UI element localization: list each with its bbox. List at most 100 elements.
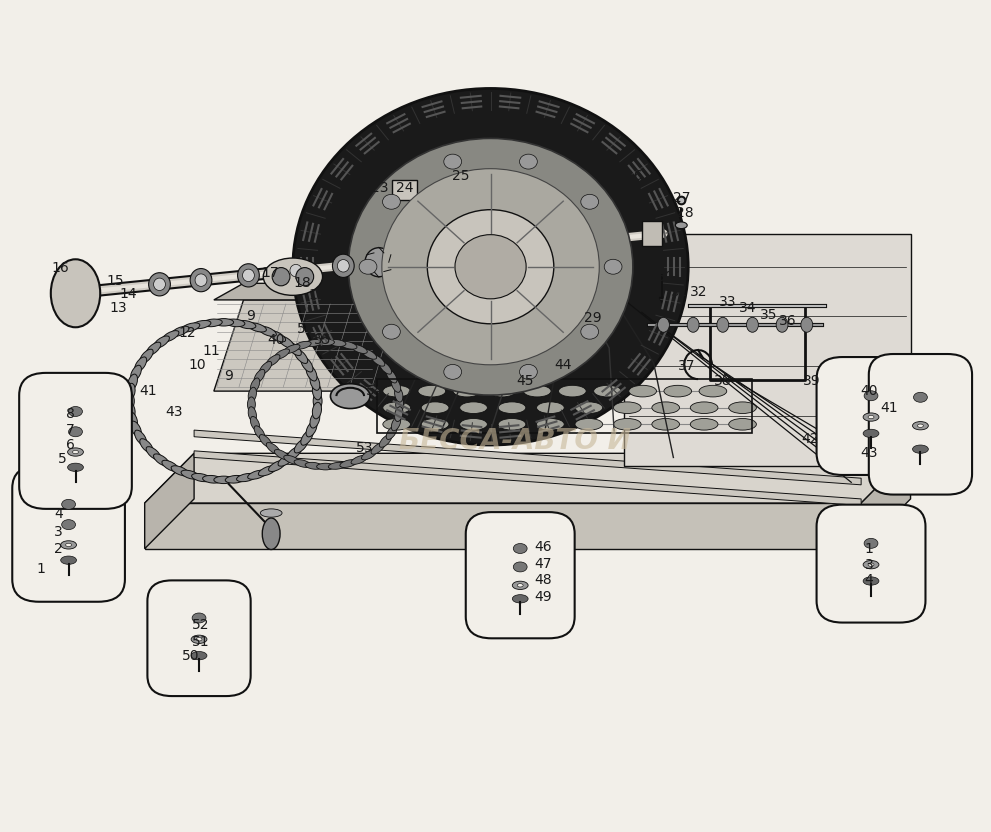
Ellipse shape — [225, 475, 245, 483]
Text: 38: 38 — [714, 374, 731, 389]
Ellipse shape — [67, 448, 83, 456]
Ellipse shape — [68, 427, 82, 437]
Ellipse shape — [181, 323, 200, 332]
Ellipse shape — [380, 361, 391, 374]
Ellipse shape — [523, 385, 551, 397]
Ellipse shape — [394, 407, 403, 422]
Ellipse shape — [202, 319, 222, 327]
Ellipse shape — [371, 354, 385, 366]
Ellipse shape — [263, 518, 280, 549]
Ellipse shape — [460, 402, 488, 414]
Ellipse shape — [383, 385, 410, 397]
Ellipse shape — [383, 402, 410, 414]
Ellipse shape — [581, 324, 599, 339]
Text: 4: 4 — [55, 507, 63, 521]
Ellipse shape — [575, 402, 603, 414]
Ellipse shape — [386, 426, 397, 439]
Ellipse shape — [312, 403, 321, 418]
Ellipse shape — [301, 357, 313, 372]
Text: 45: 45 — [516, 374, 534, 389]
Ellipse shape — [248, 387, 257, 402]
Ellipse shape — [776, 317, 788, 332]
Text: 44: 44 — [554, 358, 572, 372]
Ellipse shape — [386, 369, 397, 383]
Text: 33: 33 — [719, 295, 736, 309]
Ellipse shape — [455, 235, 526, 299]
Text: 11: 11 — [202, 344, 220, 359]
Ellipse shape — [328, 339, 346, 346]
Ellipse shape — [658, 317, 670, 332]
Ellipse shape — [267, 354, 280, 366]
Ellipse shape — [269, 460, 285, 472]
Text: 9: 9 — [246, 310, 255, 324]
Ellipse shape — [863, 561, 879, 569]
Ellipse shape — [260, 361, 272, 374]
Text: 39: 39 — [803, 374, 821, 389]
Ellipse shape — [190, 269, 212, 292]
Text: 15: 15 — [106, 274, 124, 288]
Ellipse shape — [171, 466, 189, 476]
Text: 41: 41 — [139, 384, 157, 399]
Ellipse shape — [629, 385, 656, 397]
Text: 43: 43 — [165, 405, 183, 418]
Ellipse shape — [248, 323, 267, 332]
Ellipse shape — [864, 538, 878, 548]
Ellipse shape — [286, 342, 301, 355]
FancyBboxPatch shape — [148, 581, 251, 696]
Ellipse shape — [444, 154, 462, 169]
Ellipse shape — [728, 418, 756, 430]
Ellipse shape — [275, 349, 289, 359]
Ellipse shape — [248, 470, 267, 479]
Polygon shape — [624, 234, 911, 466]
Ellipse shape — [863, 577, 879, 585]
Ellipse shape — [202, 475, 222, 483]
Ellipse shape — [575, 418, 603, 430]
Text: 54: 54 — [367, 384, 384, 399]
Ellipse shape — [365, 248, 392, 277]
Ellipse shape — [126, 384, 135, 400]
Ellipse shape — [128, 374, 138, 390]
FancyBboxPatch shape — [817, 505, 926, 622]
Ellipse shape — [196, 637, 202, 641]
Ellipse shape — [351, 455, 368, 464]
Ellipse shape — [691, 418, 717, 430]
Ellipse shape — [140, 438, 154, 453]
Ellipse shape — [427, 210, 554, 324]
Ellipse shape — [421, 402, 449, 414]
Ellipse shape — [305, 463, 323, 469]
Ellipse shape — [328, 463, 346, 469]
Ellipse shape — [536, 402, 564, 414]
Text: 43: 43 — [860, 446, 878, 460]
Ellipse shape — [286, 447, 301, 460]
Text: 13: 13 — [109, 301, 127, 315]
Ellipse shape — [191, 635, 207, 643]
Ellipse shape — [383, 195, 400, 209]
Ellipse shape — [512, 582, 528, 590]
Ellipse shape — [60, 556, 76, 564]
Ellipse shape — [181, 470, 200, 479]
Ellipse shape — [72, 450, 78, 453]
Ellipse shape — [362, 349, 377, 359]
Ellipse shape — [243, 269, 255, 281]
Ellipse shape — [418, 385, 446, 397]
Ellipse shape — [512, 595, 528, 603]
Ellipse shape — [498, 418, 526, 430]
Text: 16: 16 — [52, 261, 69, 275]
Text: 29: 29 — [584, 311, 602, 325]
Ellipse shape — [306, 421, 317, 437]
Ellipse shape — [691, 402, 717, 414]
Ellipse shape — [251, 417, 260, 431]
Ellipse shape — [131, 365, 142, 381]
Ellipse shape — [283, 344, 300, 354]
Polygon shape — [214, 284, 406, 300]
Text: 56: 56 — [297, 322, 314, 336]
Ellipse shape — [513, 562, 527, 572]
Ellipse shape — [264, 258, 322, 295]
Ellipse shape — [382, 169, 600, 364]
Ellipse shape — [340, 459, 357, 468]
Ellipse shape — [664, 385, 692, 397]
Ellipse shape — [61, 499, 75, 509]
Ellipse shape — [313, 393, 322, 409]
Text: БЕССА-АВТО И: БЕССА-АВТО И — [399, 427, 631, 455]
Ellipse shape — [868, 415, 874, 418]
